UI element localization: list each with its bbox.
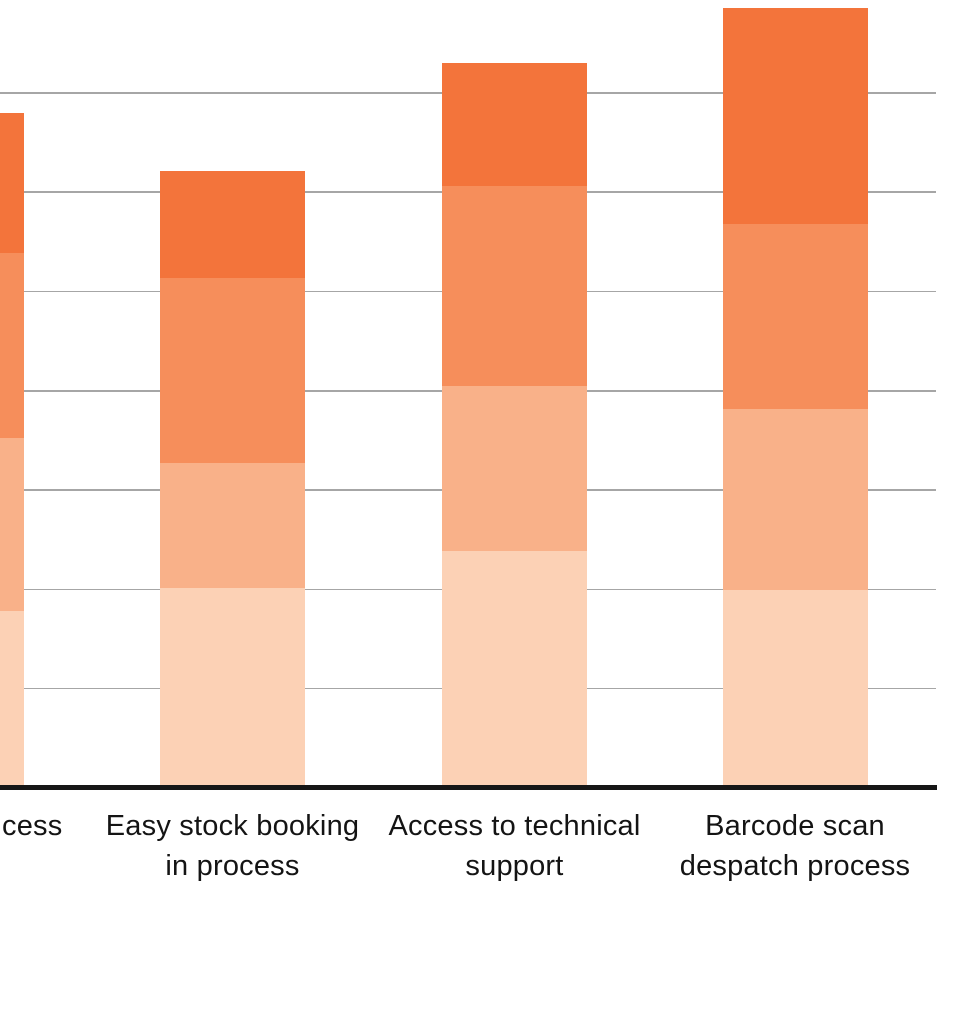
x-axis-label: Barcode scan despatch process xyxy=(585,806,957,886)
bar xyxy=(0,0,24,788)
bar-segment-segment-4-top-darkest xyxy=(722,8,868,224)
bar-segment-segment-2-light xyxy=(722,408,868,591)
bar-segment-segment-3-medium xyxy=(722,223,868,409)
x-axis-label-line: support xyxy=(465,850,564,882)
x-axis-line xyxy=(0,785,937,790)
x-axis-label: Easy stock booking in process xyxy=(23,806,443,886)
bar xyxy=(442,0,587,788)
bar-segment-segment-1-bottom-lightest xyxy=(442,550,587,788)
bar-segment-segment-1-bottom-lightest xyxy=(160,588,305,788)
x-axis-label-line: Barcode scan xyxy=(705,810,885,842)
bar-segment-segment-3-medium xyxy=(160,277,305,464)
x-axis-label-line: Easy stock booking xyxy=(105,810,360,842)
bar-segment-segment-3-medium xyxy=(442,186,587,386)
bar-segment-segment-2-light xyxy=(160,463,305,589)
bar xyxy=(160,0,305,788)
x-axis-label-line: despatch process xyxy=(679,850,911,882)
bar xyxy=(722,0,868,788)
bar-segment-segment-4-top-darkest xyxy=(160,171,305,278)
x-axis-label: Access to technical support xyxy=(305,806,725,886)
bar-segment-segment-1-bottom-lightest xyxy=(0,611,24,788)
bar-segment-segment-2-light xyxy=(0,438,24,612)
bar-segment-segment-3-medium xyxy=(0,252,24,439)
x-axis-label-line: Access to technical xyxy=(388,810,641,842)
x-axis-label-line: cess xyxy=(2,810,63,842)
bar-segment-segment-4-top-darkest xyxy=(0,112,24,253)
bar-segment-segment-4-top-darkest xyxy=(442,63,587,187)
x-axis-label: cess xyxy=(2,806,62,846)
bar-segment-segment-1-bottom-lightest xyxy=(722,590,868,788)
x-axis-label-line: in process xyxy=(165,850,300,882)
bar-segment-segment-2-light xyxy=(442,385,587,551)
